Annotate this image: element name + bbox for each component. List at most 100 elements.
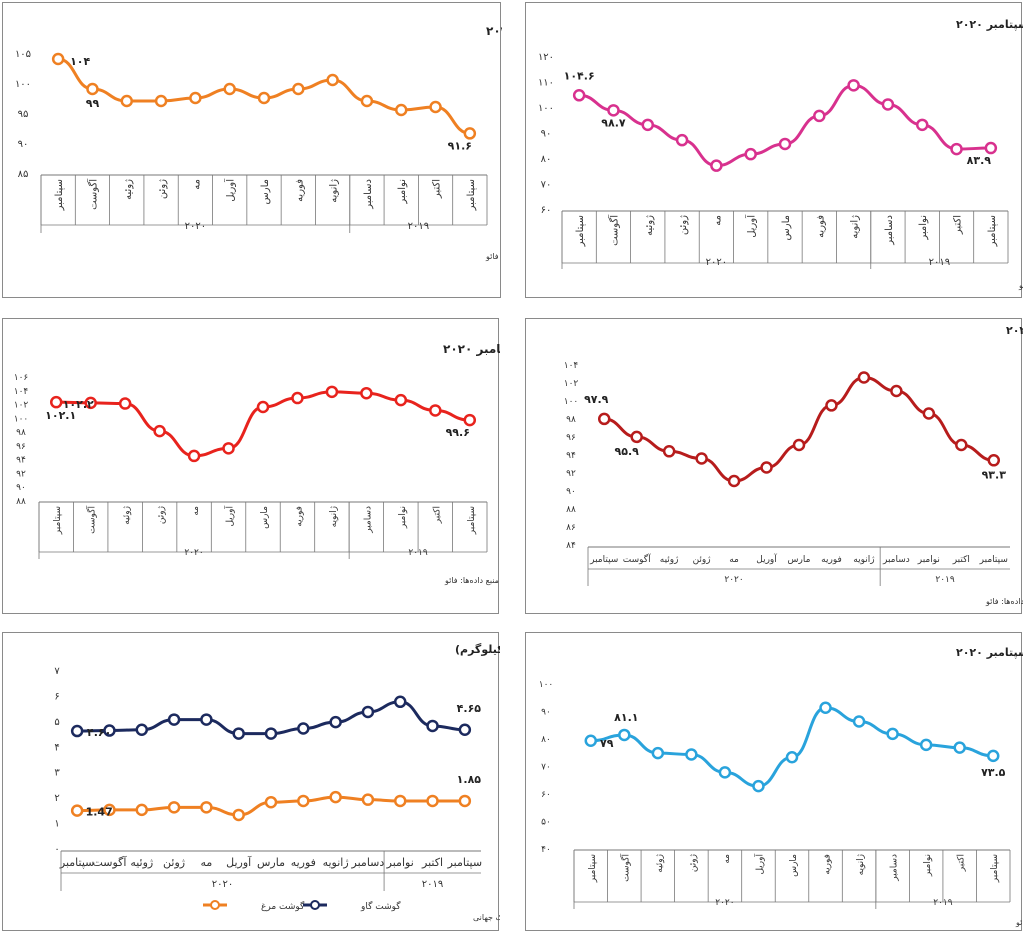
x-tick-label: ژوئن bbox=[157, 179, 168, 199]
series-line bbox=[604, 375, 994, 483]
legend-label: گوشت گاو bbox=[360, 900, 401, 912]
data-point bbox=[326, 73, 339, 87]
x-tick-label: اکتبر bbox=[952, 555, 970, 565]
year-label: ۲۰۱۹ bbox=[933, 898, 953, 908]
year-label: ۲۰۱۹ bbox=[422, 879, 443, 890]
x-tick-label: مه bbox=[722, 854, 732, 864]
x-tick-label: سپتامبر bbox=[53, 506, 63, 535]
panel-dairy: روند ماهانه شاخص بهای گروه لبنیات فائو ط… bbox=[2, 318, 500, 614]
data-point bbox=[685, 748, 698, 761]
x-tick-label: مارس bbox=[789, 854, 799, 877]
x-tick-label: ژوئیه bbox=[644, 215, 655, 236]
data-point bbox=[426, 794, 439, 808]
panel-sugar: روند ماهانه شاخص بهای شکر فائو طی یک سال… bbox=[525, 632, 1023, 931]
data-point bbox=[710, 159, 723, 172]
x-tick-label: آوریل bbox=[753, 854, 765, 875]
data-point bbox=[264, 795, 278, 809]
chart-title: روند ماهانه شاخص بهای گروه روغن‌های گیاه… bbox=[956, 18, 1023, 31]
x-tick-label: سپتامبر bbox=[979, 555, 1008, 565]
y-tick-label: ۹۴ bbox=[566, 451, 576, 461]
x-tick-label: فوریه bbox=[291, 856, 316, 869]
x-tick-label: ژانویه bbox=[329, 506, 339, 527]
x-tick-label: دسامبر bbox=[882, 555, 910, 565]
data-point bbox=[463, 413, 477, 427]
x-tick-label: سپتامبر bbox=[467, 506, 477, 535]
x-tick-label: سپتامبر bbox=[589, 555, 618, 565]
data-point bbox=[200, 713, 213, 726]
meat-chart: روند ماهانه قیمت برخی از انواع گوشت طی ی… bbox=[54, 643, 500, 922]
y-tick-label: ۹۰ bbox=[18, 139, 29, 150]
x-tick-label: ژوئیه bbox=[123, 179, 134, 200]
x-tick-label: آوریل bbox=[226, 855, 252, 869]
x-tick-label: آوریل bbox=[224, 506, 236, 527]
year-label: ۲۰۲۰ bbox=[212, 879, 233, 890]
x-tick-label: سپتامبر bbox=[575, 215, 586, 247]
x-tick-label: دسامبر bbox=[363, 506, 373, 534]
x-tick-label: اکتبر bbox=[953, 215, 964, 235]
data-point bbox=[785, 751, 799, 764]
chart-title: روند ماهانه شاخص کل بهای مواد غذایی جهان… bbox=[1006, 324, 1023, 337]
series-line bbox=[590, 706, 994, 788]
x-tick-label: فوریه bbox=[821, 555, 842, 565]
data-point bbox=[718, 766, 732, 779]
data-label: ۷۳.۵ bbox=[981, 766, 1006, 779]
data-point bbox=[49, 395, 63, 409]
y-tick-label: ۴ bbox=[54, 742, 59, 753]
y-tick-label: ۱۰۴ bbox=[564, 361, 579, 371]
data-point bbox=[752, 779, 765, 793]
data-point bbox=[189, 91, 202, 105]
x-tick-label: مارس bbox=[260, 179, 271, 204]
x-tick-label: دسامبر bbox=[884, 215, 895, 246]
y-tick-label: ۸۵ bbox=[18, 169, 29, 180]
data-point bbox=[256, 400, 270, 414]
food-chart: روند ماهانه شاخص کل بهای مواد غذایی جهان… bbox=[564, 324, 1023, 606]
y-tick-label: ۶ bbox=[54, 691, 59, 702]
data-point bbox=[458, 723, 472, 737]
data-point bbox=[886, 727, 899, 741]
data-point bbox=[881, 98, 895, 111]
data-point bbox=[103, 724, 116, 737]
x-tick-label: سپتامبر bbox=[59, 856, 95, 869]
panel-food: روند ماهانه شاخص کل بهای مواد غذایی جهان… bbox=[525, 318, 1023, 614]
data-point bbox=[360, 94, 374, 108]
data-label: ۹۳.۳ bbox=[982, 468, 1007, 481]
data-point bbox=[953, 741, 966, 754]
data-point bbox=[426, 719, 439, 733]
y-tick-label: ۹۶ bbox=[16, 442, 26, 452]
year-label: ۲۰۱۹ bbox=[935, 575, 955, 585]
data-point bbox=[103, 803, 116, 817]
data-label: ۴.۶۵ bbox=[457, 702, 482, 715]
data-point bbox=[919, 738, 933, 752]
source-note: منبع داده‌ها: فائو bbox=[985, 597, 1023, 606]
x-tick-label: ژوئیه bbox=[655, 854, 665, 873]
x-tick-label: مارس bbox=[781, 215, 792, 240]
x-tick-label: سپتامبر bbox=[447, 856, 483, 869]
data-point bbox=[361, 793, 375, 806]
data-point bbox=[662, 445, 676, 458]
x-tick-label: مه bbox=[200, 856, 212, 869]
y-tick-label: ۱۰۰ bbox=[564, 397, 579, 407]
x-tick-label: فوریه bbox=[294, 506, 304, 527]
x-tick-label: نوامبر bbox=[923, 854, 933, 877]
data-label: ۴.۶۰ bbox=[87, 726, 111, 739]
data-label: ۸۱.۱ bbox=[614, 711, 638, 724]
x-tick-label: ژانویه bbox=[853, 555, 874, 565]
data-point bbox=[393, 794, 407, 808]
data-point bbox=[630, 430, 643, 444]
x-tick-label: سپتامبر bbox=[987, 215, 998, 247]
data-label: ۹۷.۹ bbox=[584, 393, 609, 406]
y-tick-label: ۱۲۰ bbox=[538, 52, 554, 63]
year-label: ۲۰۲۰ bbox=[184, 548, 203, 558]
data-point bbox=[915, 118, 929, 132]
y-tick-label: ۹۲ bbox=[566, 469, 576, 479]
y-tick-label: ۹۲ bbox=[16, 469, 26, 479]
legend-marker bbox=[310, 900, 320, 910]
x-tick-label: اکتبر bbox=[957, 854, 967, 872]
x-tick-label: ژوئیه bbox=[130, 856, 153, 869]
x-tick-label: نوامبر bbox=[917, 555, 940, 565]
data-point bbox=[825, 399, 838, 412]
x-tick-label: سپتامبر bbox=[588, 854, 598, 883]
x-tick-label: فوریه bbox=[823, 854, 833, 875]
x-tick-label: ژانویه bbox=[856, 854, 866, 875]
y-tick-label: ۵۰ bbox=[541, 818, 551, 828]
